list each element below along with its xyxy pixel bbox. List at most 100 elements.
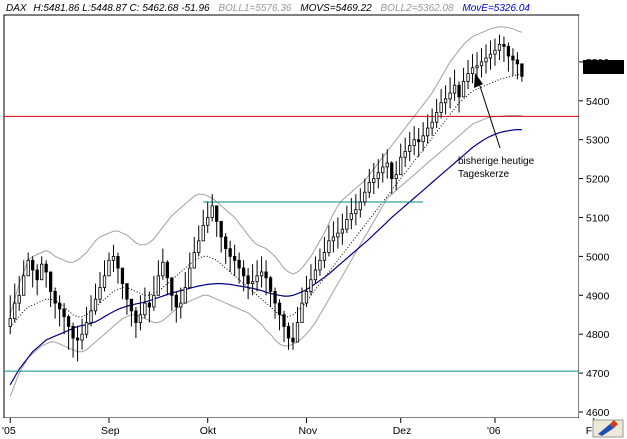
candle-body — [250, 281, 255, 285]
candle-body — [430, 121, 434, 129]
candle-body — [363, 191, 367, 203]
candle-body — [376, 172, 380, 179]
candle-body — [197, 240, 201, 253]
candle-body — [358, 201, 362, 211]
candles — [8, 34, 524, 362]
candle-body — [295, 322, 300, 343]
candle-body — [170, 277, 174, 296]
y-tick-label: 5200 — [586, 174, 610, 186]
candle-body — [129, 298, 134, 312]
candle-body — [57, 302, 62, 310]
candle-body — [237, 259, 241, 269]
chart-tool-icon — [598, 420, 618, 436]
x-tick-label: Dez — [393, 425, 412, 437]
candle-body — [452, 84, 457, 94]
header-move: MovE=5326.04 — [462, 3, 530, 14]
candle-body — [264, 271, 268, 279]
x-tick-label: Sep — [101, 425, 120, 437]
candle-body — [318, 259, 322, 271]
candle-body — [408, 145, 412, 152]
candle-body — [224, 236, 228, 250]
candle-body — [71, 326, 75, 339]
x-tick-label: Nov — [298, 425, 317, 437]
annotation-arrow-line — [477, 79, 501, 149]
candle-body — [228, 248, 232, 257]
candle-body — [417, 139, 421, 143]
candle-body — [156, 275, 160, 296]
candle-body — [291, 337, 295, 343]
candle-body — [367, 182, 371, 193]
candle-body — [192, 252, 196, 269]
header-bg — [4, 0, 564, 14]
series-line-boll2 — [9, 115, 522, 397]
candle-body — [403, 150, 407, 158]
candle-body — [62, 308, 66, 318]
candle-body — [179, 302, 183, 308]
candle-body — [399, 156, 403, 176]
candle-body — [488, 53, 493, 59]
candle-body — [201, 224, 205, 242]
candle-body — [345, 219, 349, 230]
candle-body — [340, 228, 345, 234]
y-tick-label: 4600 — [586, 407, 610, 419]
series-line-boll1 — [9, 26, 523, 315]
candle-body — [327, 240, 331, 253]
annotation-arrowhead — [474, 73, 483, 88]
candle-body — [246, 275, 250, 285]
candle-body — [457, 84, 461, 98]
candle-body — [233, 255, 237, 261]
candle-body — [331, 236, 336, 242]
candle-body — [493, 49, 497, 55]
price-badge: 5462.68 — [586, 63, 623, 74]
candle-body — [93, 298, 98, 312]
candle-body — [120, 267, 125, 285]
header-movs: MOVS=5469.22 — [300, 3, 372, 14]
y-axis-panel — [579, 15, 627, 418]
y-tick-label: 5300 — [586, 135, 610, 147]
x-tick-label: '05 — [2, 425, 16, 437]
candle-body — [520, 63, 524, 77]
header-boll2: BOLL2=5362.08 — [381, 3, 455, 14]
candle-body — [174, 294, 178, 308]
candle-body — [268, 277, 273, 292]
candle-body — [206, 217, 210, 226]
x-tick-label: Okt — [200, 425, 216, 437]
candle-body — [381, 166, 385, 174]
x-axis-panel — [0, 418, 627, 439]
candle-body — [143, 302, 147, 316]
candle-body — [102, 275, 107, 288]
candle-body — [26, 259, 30, 277]
y-tick-label: 4700 — [586, 368, 610, 380]
candle-body — [161, 261, 165, 277]
price-badge-bg — [583, 60, 624, 74]
candle-body — [188, 267, 192, 288]
header-line: DAX H:5481.86 L:5448.87 C: 5462.68 -51.9… — [6, 3, 530, 14]
candle-body — [107, 259, 111, 277]
candle-body — [75, 337, 80, 341]
candle-body — [84, 322, 89, 335]
candle-body — [394, 174, 398, 180]
annotation-line2: Tageskerze — [458, 169, 510, 180]
candle-body — [300, 302, 304, 323]
candle-body — [461, 80, 466, 98]
candle-body — [479, 61, 484, 67]
candle-body — [165, 261, 169, 279]
header-dax: DAX — [6, 3, 27, 14]
candle-body — [354, 209, 358, 215]
candle-body — [497, 43, 502, 51]
candle-body — [484, 57, 488, 63]
candle-body — [277, 302, 282, 316]
y-tick-label: 5400 — [586, 96, 610, 108]
candle-body — [17, 294, 21, 304]
candle-body — [286, 326, 291, 339]
header-ohlc: H:5481.86 L:5448.87 C: 5462.68 -51.96 — [33, 3, 210, 14]
x-tick-label: '06 — [487, 425, 501, 437]
candle-body — [475, 65, 479, 69]
candle-body — [183, 287, 187, 304]
candle-body — [35, 269, 39, 281]
candle-body — [426, 127, 430, 137]
candle-body — [22, 275, 26, 296]
header-boll1: BOLL1=5576.36 — [218, 3, 292, 14]
horizontal-levels — [4, 115, 579, 372]
